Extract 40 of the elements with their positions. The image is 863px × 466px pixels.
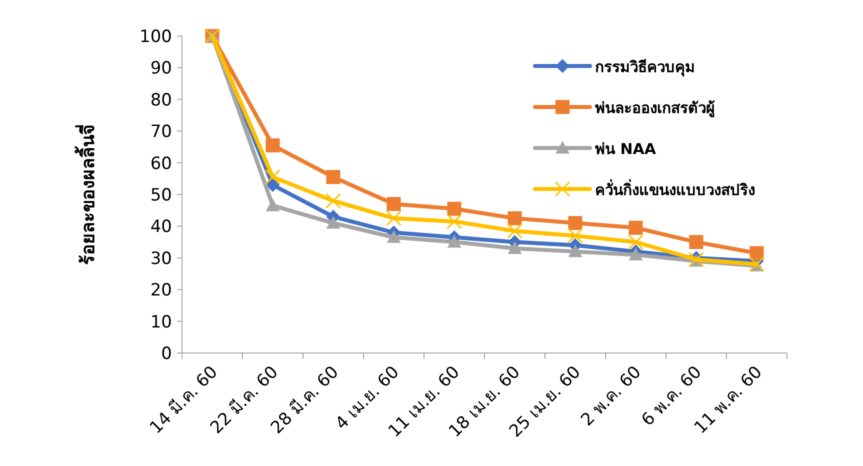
y-tick-label: 80 bbox=[150, 90, 172, 110]
point bbox=[326, 193, 341, 209]
point bbox=[507, 223, 522, 239]
legend-label: กรรมวิธีควบคุม bbox=[595, 58, 695, 77]
point bbox=[689, 235, 704, 250]
point bbox=[386, 230, 401, 243]
point bbox=[447, 202, 462, 216]
point bbox=[568, 228, 583, 244]
y-tick-label: 30 bbox=[150, 248, 172, 269]
point bbox=[326, 216, 340, 229]
point bbox=[266, 178, 280, 192]
point bbox=[265, 169, 280, 185]
point bbox=[386, 210, 402, 226]
point bbox=[568, 244, 582, 258]
point bbox=[568, 216, 582, 230]
y-tick-label: 0 bbox=[161, 344, 172, 364]
y-tick-label: 70 bbox=[150, 122, 172, 142]
y-tick-label: 20 bbox=[150, 280, 172, 301]
point bbox=[508, 241, 522, 254]
point bbox=[628, 220, 643, 235]
point bbox=[628, 248, 643, 260]
y-tick-label: 90 bbox=[150, 58, 172, 79]
point bbox=[446, 214, 462, 230]
y-tick-label: 10 bbox=[150, 312, 172, 332]
point bbox=[628, 234, 644, 250]
y-tick-label: 100 bbox=[140, 27, 172, 47]
point bbox=[266, 198, 280, 212]
point bbox=[750, 246, 764, 260]
point bbox=[326, 170, 340, 184]
point bbox=[508, 211, 522, 226]
legend-label: พ่น NAA bbox=[595, 140, 656, 158]
point bbox=[447, 235, 462, 248]
point bbox=[266, 138, 280, 152]
legend-label: ควั่นกิ่งแขนงแบบวงสปริง bbox=[595, 179, 755, 199]
y-tick-label: 50 bbox=[150, 186, 172, 206]
y-axis-title: ร้อยละของผลลิ้นจี่ bbox=[74, 124, 99, 265]
point bbox=[386, 197, 401, 212]
y-tick-label: 60 bbox=[150, 154, 172, 174]
y-tick-label: 40 bbox=[150, 217, 172, 238]
legend-label: พ่นละอองเกสรตัวผู้ bbox=[595, 99, 715, 118]
